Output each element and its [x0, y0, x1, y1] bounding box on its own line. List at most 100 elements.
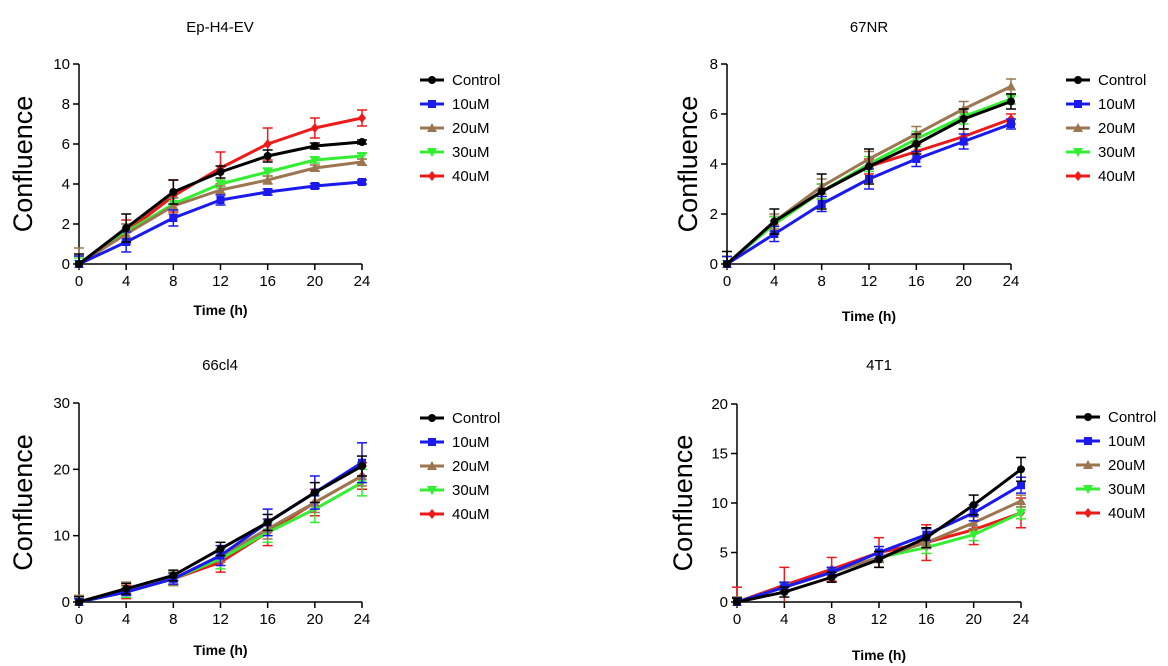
legend-item: 10uM: [1066, 96, 1136, 113]
legend-label: 30uM: [452, 144, 490, 161]
data-point: [262, 168, 273, 177]
data-point: [310, 123, 319, 133]
data-point: [1017, 481, 1025, 490]
x-tick-label: 8: [827, 611, 835, 628]
legend-marker: [427, 123, 437, 132]
y-axis-label: Confluence: [8, 434, 38, 571]
legend-label: 40uM: [452, 168, 490, 185]
series-10uM: [722, 118, 1016, 268]
x-tick-label: 4: [780, 611, 788, 628]
data-point: [263, 152, 272, 160]
legend-marker: [428, 438, 436, 446]
y-axis-label: Confluence: [668, 435, 698, 572]
legend-label: Control: [1108, 409, 1156, 426]
x-tick-label: 0: [75, 611, 83, 628]
x-tick-label: 24: [354, 611, 371, 628]
y-tick-label: 0: [62, 594, 70, 611]
data-point: [262, 175, 273, 184]
data-point: [263, 139, 272, 149]
legend-item: Control: [1066, 72, 1146, 89]
series-30uM: [74, 468, 367, 607]
y-tick-label: 10: [711, 495, 728, 512]
legend-marker: [428, 100, 436, 108]
legend-item: Control: [1076, 409, 1156, 426]
data-point: [310, 182, 319, 190]
data-point: [1016, 508, 1026, 518]
x-tick-label: 0: [733, 611, 741, 628]
legend-label: 40uM: [1098, 168, 1136, 185]
legend-item: Control: [420, 72, 500, 89]
legend-item: 30uM: [1076, 481, 1146, 498]
data-point: [1017, 465, 1025, 474]
legend-item: 20uM: [1066, 120, 1136, 137]
chart-title: 66cl4: [202, 357, 238, 374]
legend-label: 20uM: [452, 120, 490, 137]
legend-marker: [1084, 437, 1092, 445]
series-Control: [74, 455, 367, 606]
x-tick-label: 16: [918, 611, 935, 628]
series-40uM: [74, 461, 367, 607]
legend-item: 10uM: [420, 434, 490, 451]
y-tick-label: 2: [710, 206, 718, 223]
legend-marker: [1074, 76, 1082, 84]
x-tick-label: 4: [122, 273, 130, 290]
legend-label: 20uM: [452, 458, 490, 475]
x-tick-label: 12: [212, 273, 229, 290]
x-tick-label: 0: [723, 273, 731, 290]
legend-label: 10uM: [1098, 96, 1136, 113]
data-point: [169, 188, 178, 196]
data-point: [875, 555, 883, 564]
data-point: [1007, 97, 1015, 106]
legend-item: 40uM: [420, 168, 490, 185]
data-point: [263, 188, 272, 196]
data-point: [263, 518, 272, 527]
x-tick-label: 20: [955, 273, 972, 290]
data-point: [968, 517, 979, 527]
legend-marker: [1084, 413, 1092, 421]
data-point: [723, 260, 731, 268]
legend-marker: [428, 171, 436, 181]
y-tick-label: 6: [710, 106, 718, 123]
data-point: [922, 533, 931, 542]
data-point: [75, 260, 83, 268]
series-Control: [732, 456, 1026, 606]
legend-label: 20uM: [1098, 120, 1136, 137]
x-tick-label: 20: [965, 611, 982, 628]
x-tick-label: 12: [871, 611, 888, 628]
y-tick-label: 6: [62, 136, 70, 153]
data-point: [357, 157, 367, 166]
data-point: [959, 115, 968, 123]
series-Control: [722, 93, 1016, 268]
legend-label: Control: [452, 410, 500, 427]
data-point: [865, 162, 873, 171]
legend-label: 10uM: [452, 96, 490, 113]
data-point: [357, 152, 367, 161]
data-point: [1006, 81, 1016, 91]
chart-panel-3: 4T1 Confluence Time (h) 0 5 10 15 20 0 4 8 12 16 20 24…: [668, 357, 1156, 663]
legend-marker: [427, 461, 437, 470]
y-axis-label: Confluence: [673, 96, 703, 233]
legend-marker: [1074, 100, 1082, 108]
x-tick-label: 24: [1013, 611, 1030, 628]
data-point: [969, 500, 978, 509]
legend-label: Control: [1098, 72, 1146, 89]
x-tick-label: 0: [75, 273, 83, 290]
y-tick-label: 0: [720, 594, 728, 611]
legend: Control 10uM 20uM 30uM 40uM: [1066, 72, 1146, 185]
legend-marker: [1074, 171, 1082, 181]
data-point: [770, 217, 779, 226]
x-axis-label: Time (h): [852, 647, 906, 663]
legend-item: 30uM: [420, 144, 490, 161]
data-point: [1007, 120, 1015, 128]
y-tick-label: 0: [710, 256, 718, 273]
y-tick-label: 20: [53, 461, 70, 478]
x-axis-label: Time (h): [842, 308, 896, 324]
legend-marker: [428, 76, 436, 84]
series-line: [78, 461, 363, 604]
legend-marker: [1083, 485, 1093, 494]
x-axis-label: Time (h): [193, 642, 247, 658]
x-tick-label: 20: [306, 273, 323, 290]
data-point: [959, 137, 968, 146]
data-point: [817, 187, 826, 196]
